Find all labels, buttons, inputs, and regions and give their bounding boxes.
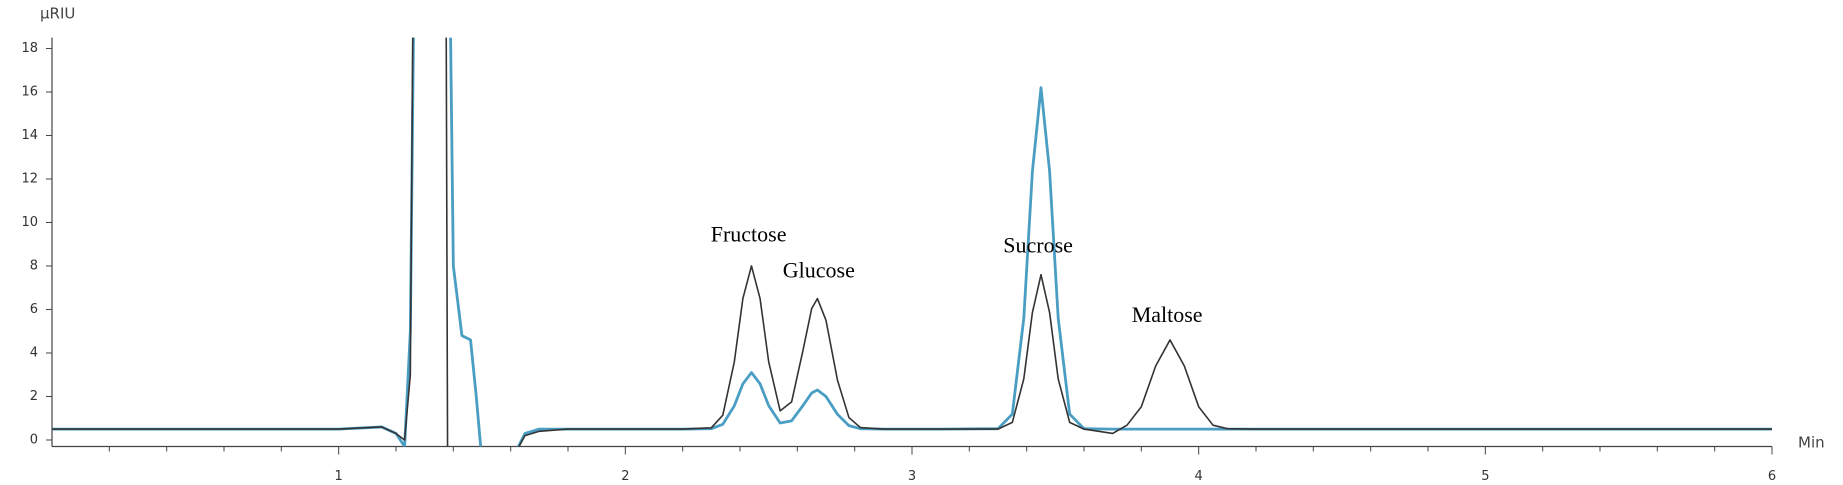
x-axis-label: Min: [1798, 434, 1825, 452]
y-axis-label: µRIU: [40, 5, 75, 23]
series-line: [52, 37, 1772, 447]
y-tick-label: 2: [30, 389, 38, 404]
x-tick-label: 6: [1768, 469, 1776, 484]
peak-label: Glucose: [783, 258, 855, 283]
y-tick-label: 4: [30, 345, 38, 360]
x-tick-label: 1: [335, 469, 343, 484]
y-tick-label: 18: [21, 41, 38, 56]
peak-label: Fructose: [711, 222, 787, 247]
y-tick-label: 12: [21, 171, 38, 186]
y-tick-label: 6: [30, 302, 38, 317]
peak-label: Maltose: [1132, 302, 1203, 327]
y-tick-label: 8: [30, 258, 38, 273]
x-tick-label: 5: [1481, 469, 1489, 484]
plot-area: [52, 37, 1772, 447]
y-tick-label: 10: [21, 215, 38, 230]
y-tick-label: 16: [21, 84, 38, 99]
x-tick-label: 2: [621, 469, 629, 484]
y-tick-label: 0: [30, 432, 38, 447]
y-tick-label: 14: [21, 128, 38, 143]
x-tick-label: 4: [1195, 469, 1203, 484]
peak-label: Sucrose: [1003, 232, 1073, 257]
series-line: [52, 37, 1772, 447]
x-tick-label: 3: [908, 469, 916, 484]
